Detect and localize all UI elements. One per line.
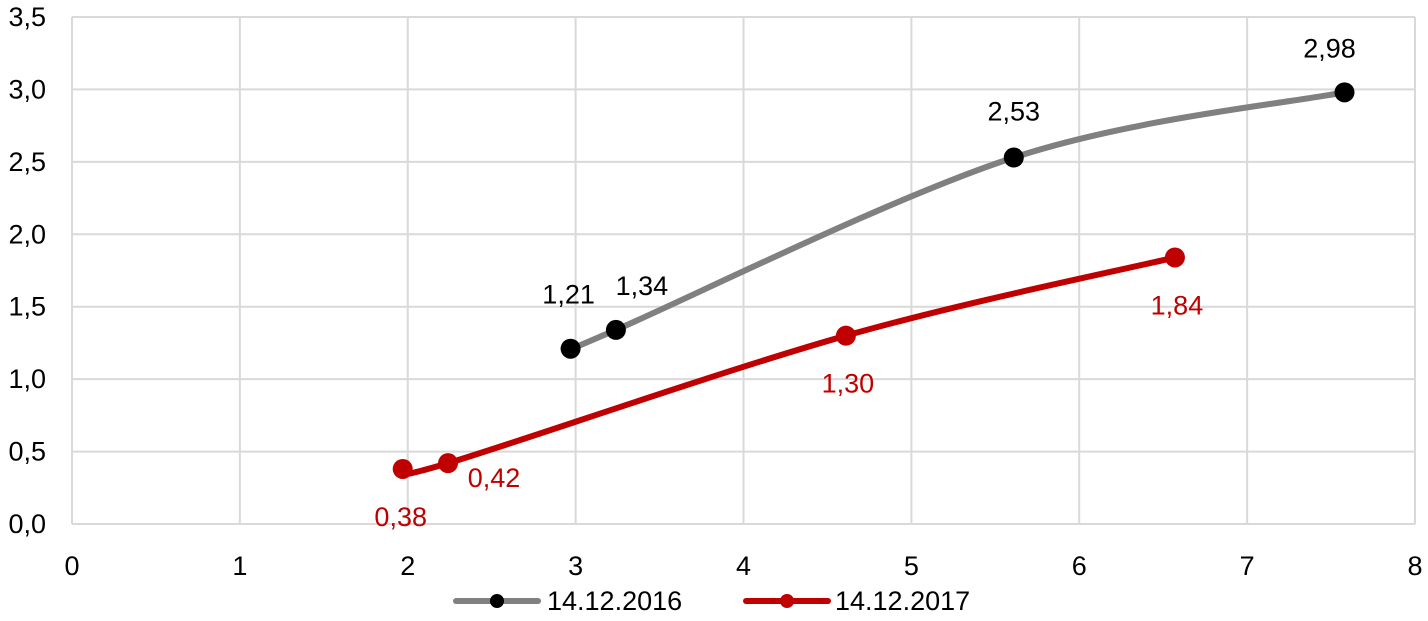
data-label: 2,53	[987, 97, 1040, 127]
data-label: 1,84	[1151, 290, 1204, 320]
legend-marker	[490, 594, 504, 608]
data-label: 1,34	[616, 271, 669, 301]
data-point-marker	[1164, 247, 1185, 268]
y-tick-label: 1,0	[8, 364, 46, 394]
x-tick-label: 2	[400, 551, 415, 581]
x-tick-label: 8	[1407, 551, 1422, 581]
series-line-0	[565, 89, 1348, 354]
y-tick-label: 1,5	[8, 292, 46, 322]
legend-label: 14.12.2017	[835, 586, 970, 616]
data-point-marker	[560, 338, 581, 359]
data-point-marker	[392, 458, 413, 479]
data-point-marker	[1334, 82, 1355, 103]
x-tick-label: 3	[568, 551, 583, 581]
data-point-marker	[438, 453, 459, 474]
data-point-marker	[835, 325, 856, 346]
data-label: 1,30	[822, 369, 875, 399]
x-tick-label: 4	[736, 551, 751, 581]
data-label: 0,42	[468, 463, 521, 493]
data-labels: 1,21 1,34 2,53 2,98 0,38 0,42 1,30 1,84	[374, 33, 1355, 532]
data-label: 1,21	[542, 280, 595, 310]
data-point-marker	[1003, 147, 1024, 168]
data-point-marker	[605, 319, 626, 340]
series-layer	[392, 82, 1355, 479]
axes: 0 1 2 3 4 5 6 7 8 0,0 0,5 1,0 1,5 2,0 2,5 3,0 3,5	[8, 2, 1422, 581]
x-tick-label: 1	[232, 551, 247, 581]
y-tick-label: 0,0	[8, 509, 46, 539]
x-tick-label: 5	[904, 551, 919, 581]
legend-marker	[780, 594, 794, 608]
legend-item-1: 14.12.2017	[743, 586, 970, 616]
y-tick-label: 3,5	[8, 2, 46, 32]
legend: 14.12.2016 14.12.2017	[453, 586, 970, 616]
data-label: 0,38	[374, 502, 427, 532]
legend-label: 14.12.2016	[547, 586, 682, 616]
legend-item-0: 14.12.2016	[453, 586, 682, 616]
y-tick-label: 3,0	[8, 74, 46, 104]
x-tick-label: 6	[1072, 551, 1087, 581]
y-tick-label: 2,0	[8, 219, 46, 249]
y-tick-label: 2,5	[8, 147, 46, 177]
x-tick-label: 0	[64, 551, 79, 581]
grid	[71, 16, 1416, 525]
series-line-1	[397, 254, 1178, 478]
x-tick-label: 7	[1240, 551, 1255, 581]
y-tick-label: 0,5	[8, 437, 46, 467]
data-label: 2,98	[1303, 33, 1356, 63]
